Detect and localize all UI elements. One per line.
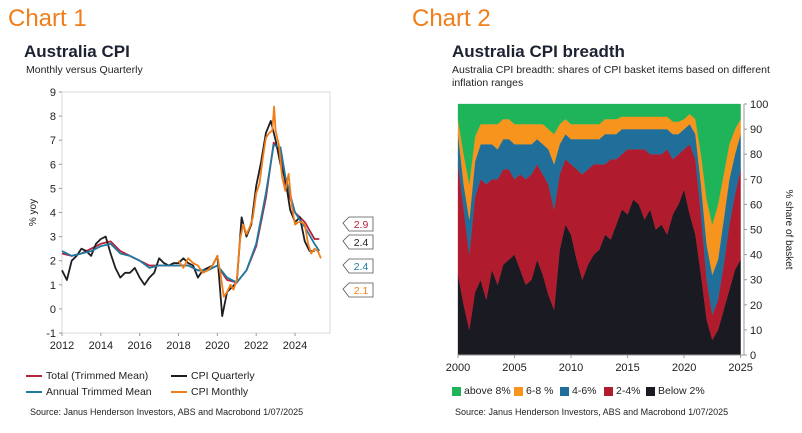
x-tick-label: 2014	[89, 340, 113, 352]
end-value-label-box	[342, 258, 374, 274]
y-tick-label: 3	[50, 232, 56, 244]
y-tick-label: 4	[50, 208, 56, 220]
legend-label: Annual Trimmed Mean	[46, 386, 152, 398]
y-axis-label: % yoy	[28, 199, 39, 226]
legend-label: Below 2%	[658, 385, 705, 397]
y-tick-label: 1	[50, 280, 56, 292]
legend-item-6-8: 6-8 %	[514, 385, 553, 397]
end-value-label: 2.1	[354, 285, 369, 297]
x-tick-label: 2012	[50, 340, 74, 352]
plot-frame	[61, 91, 331, 334]
y-tick-label: 10	[750, 325, 762, 337]
y-tick-label: 80	[750, 149, 762, 161]
legend-item-cpi-quarterly: CPI Quarterly	[171, 370, 255, 382]
end-value-label-box	[342, 216, 374, 232]
y-tick-label: 0	[50, 304, 56, 316]
chart1-plot: -1 0 1 2 3 4 5 6 7 8 9 2012 2014 2016 2018 2020 2022 2024…	[28, 87, 374, 352]
legend-item-above-8: above 8%	[452, 385, 511, 397]
y-tick-label: 2	[50, 256, 56, 268]
series-line	[61, 144, 321, 284]
x-tick-label: 2024	[283, 340, 307, 352]
chart2-source: Source: Janus Henderson Investors, ABS a…	[455, 407, 729, 417]
legend-label: 4-6%	[572, 385, 597, 397]
end-value-label: 2.4	[354, 261, 369, 273]
legend-item-total-trimmed-mean: Total (Trimmed Mean)	[26, 370, 148, 382]
y-tick-label: 9	[50, 87, 56, 99]
legend-item-below-2: Below 2%	[646, 385, 705, 397]
legend-swatch	[452, 386, 461, 396]
legend-swatch	[514, 386, 523, 396]
end-value-label: 2.9	[354, 219, 369, 231]
legend-item-cpi-monthly: CPI Monthly	[171, 386, 248, 398]
legend-item-4-6: 4-6%	[560, 385, 597, 397]
x-tick-label: 2025	[728, 362, 752, 374]
legend-label: above 8%	[464, 385, 511, 397]
legend-swatch	[646, 386, 655, 396]
legend-swatch	[171, 391, 187, 394]
end-value-label-box	[342, 282, 374, 298]
legend-swatch	[171, 375, 187, 378]
y-tick-label: 60	[750, 199, 762, 211]
series-line	[61, 120, 315, 317]
x-tick-label: 2010	[559, 362, 583, 374]
end-value-label-box	[342, 234, 374, 250]
y-tick-label: 30	[750, 275, 762, 287]
legend-label: 6-8 %	[526, 385, 554, 397]
x-tick-label: 2020	[672, 362, 696, 374]
legend-swatch	[26, 375, 42, 378]
legend-swatch	[604, 386, 613, 396]
chart2-subtitle: Australia CPI breadth: shares of CPI bas…	[452, 64, 770, 89]
y-tick-label: 100	[750, 99, 768, 111]
y-tick-label: -1	[46, 328, 56, 340]
legend-swatch	[560, 386, 569, 396]
chart1-panel-label: Chart 1	[8, 5, 87, 32]
y-tick-label: 20	[750, 300, 762, 312]
legend-label: CPI Monthly	[191, 386, 249, 398]
x-tick-label: 2016	[127, 340, 151, 352]
y-tick-label: 70	[750, 174, 762, 186]
end-value-label: 2.4	[354, 237, 369, 249]
y-tick-label: 90	[750, 124, 762, 136]
x-tick-label: 2018	[166, 340, 190, 352]
chart2-plot: 0 10 20 30 40 50 60 70 80 90 100 2000 2005 2010 2015 20…	[446, 99, 794, 374]
chart1-source: Source: Janus Henderson Investors, ABS a…	[30, 407, 304, 417]
legend-item-2-4: 2-4%	[604, 385, 641, 397]
x-tick-label: 2005	[502, 362, 526, 374]
chart1-legend: Total (Trimmed Mean) CPI Quarterly Annua…	[26, 370, 326, 400]
x-tick-label: 2022	[244, 340, 268, 352]
x-tick-label: 2020	[205, 340, 229, 352]
y-tick-label: 6	[50, 159, 56, 171]
y-tick-label: 5	[50, 183, 56, 195]
legend-item-annual-trimmed-mean: Annual Trimmed Mean	[26, 386, 152, 398]
chart2-legend: above 8% 6-8 % 4-6% 2-4% Below 2%	[452, 385, 792, 399]
y-tick-label: 0	[750, 350, 756, 362]
y-tick-label: 8	[50, 111, 56, 123]
chart1-title: Australia CPI	[24, 42, 130, 61]
y-tick-label: 7	[50, 135, 56, 147]
x-tick-label: 2015	[615, 362, 639, 374]
area-series	[457, 103, 741, 225]
chart2-title: Australia CPI breadth	[452, 42, 625, 61]
legend-label: Total (Trimmed Mean)	[46, 370, 149, 382]
legend-label: 2-4%	[616, 385, 641, 397]
chart1-subtitle: Monthly versus Quarterly	[26, 64, 143, 76]
series-line	[177, 105, 322, 298]
legend-label: CPI Quarterly	[191, 370, 255, 382]
y-axis-label: % share of basket	[783, 189, 794, 269]
y-tick-label: 50	[750, 225, 762, 237]
y-tick-label: 40	[750, 250, 762, 262]
legend-swatch	[26, 391, 42, 394]
chart2-panel-label: Chart 2	[412, 5, 491, 32]
x-tick-label: 2000	[446, 362, 470, 374]
